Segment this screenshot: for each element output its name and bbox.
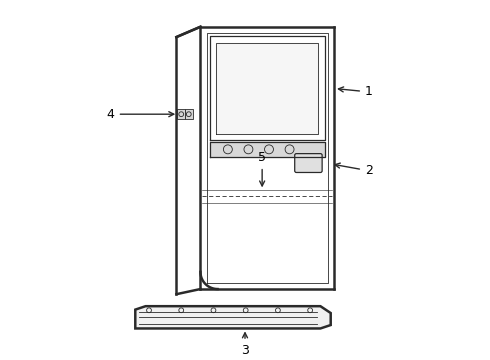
Text: 1: 1 <box>339 85 373 98</box>
Text: 3: 3 <box>241 333 249 357</box>
FancyBboxPatch shape <box>177 109 185 119</box>
FancyBboxPatch shape <box>185 109 193 119</box>
Text: 2: 2 <box>335 163 373 177</box>
FancyBboxPatch shape <box>294 154 322 172</box>
Polygon shape <box>210 141 324 157</box>
Polygon shape <box>200 272 218 291</box>
Text: 5: 5 <box>258 151 266 186</box>
Polygon shape <box>135 306 331 328</box>
Text: 4: 4 <box>107 108 174 121</box>
Polygon shape <box>216 42 318 134</box>
